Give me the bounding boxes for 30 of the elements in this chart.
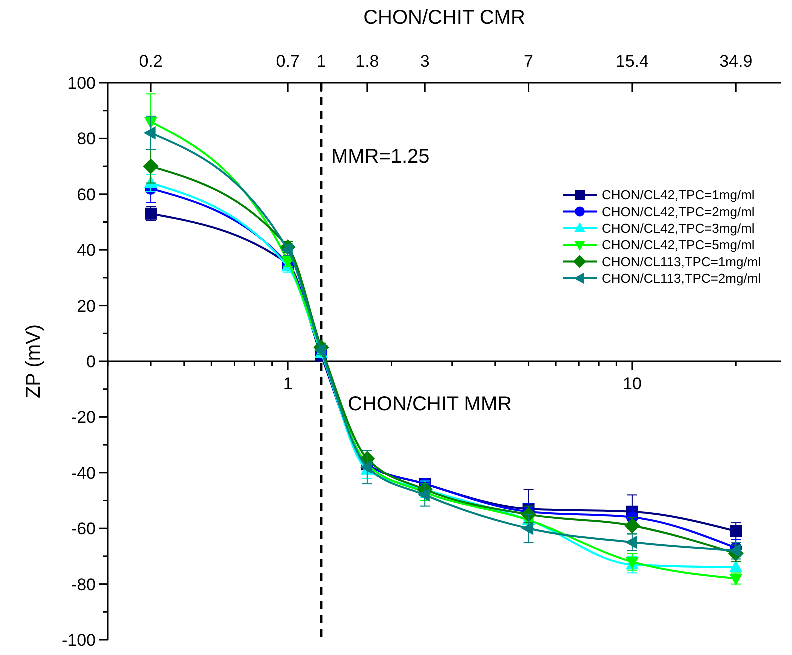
legend-label: CHON/CL42,TPC=2mg/ml [602,204,755,220]
y-tick-label: 20 [77,296,96,316]
annotation: 15.4 [616,52,649,71]
y-axis-title: ZP (mV) [23,324,45,399]
y-tick-label: -40 [71,464,96,483]
y-tick-label: -20 [71,408,96,428]
x-tick-label: 10 [622,374,642,394]
annotation: 1 [316,52,326,71]
annotation: 1.8 [356,52,380,71]
annotation: 0.2 [139,52,163,71]
x-axis-title: CHON/CHIT MMR [348,394,512,416]
y-tick-label: -100 [62,630,96,650]
ref-line-label: MMR=1.25 [331,146,430,168]
y-tick-label: -60 [71,520,96,539]
x2-axis-title: CHON/CHIT CMR [364,7,526,29]
legend-label: CHON/CL113,TPC=2mg/ml [602,271,762,286]
legend-label: CHON/CL42,TPC=3mg/ml [602,220,755,236]
annotation: 7 [524,52,534,71]
annotation: 34.9 [720,52,753,71]
y-tick-label: 100 [68,74,96,93]
y-tick-label: 60 [77,185,96,204]
annotation: 0.7 [276,52,300,71]
legend-label: CHON/CL42,TPC=1mg/ml [602,188,755,203]
annotation: 3 [420,52,430,71]
legend-label: CHON/CL113,TPC=1mg/ml [602,254,762,270]
legend-label: CHON/CL42,TPC=5mg/ml [602,238,755,253]
y-tick-label: 40 [77,241,96,260]
y-tick-label: 80 [77,130,96,149]
y-tick-label: -80 [71,575,96,594]
y-tick-label: 0 [86,352,96,372]
